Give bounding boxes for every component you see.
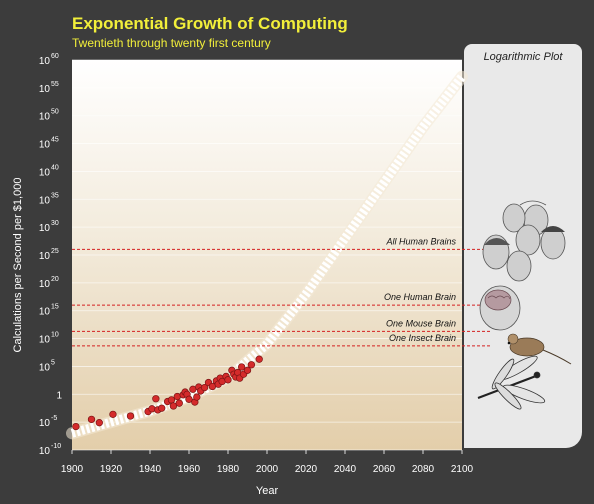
side-panel-title: Logarithmic Plot bbox=[483, 51, 563, 63]
x-tick-label: 1940 bbox=[139, 464, 162, 475]
y-tick-label: 10 bbox=[39, 362, 51, 373]
y-tick-exponent: 40 bbox=[51, 164, 59, 171]
data-point bbox=[109, 410, 117, 418]
y-tick-exponent: 35 bbox=[51, 192, 59, 199]
data-point bbox=[72, 422, 80, 431]
x-tick-label: 1960 bbox=[178, 464, 201, 475]
y-axis-label: Calculations per Second per $1,000 bbox=[12, 178, 24, 353]
y-tick-exponent: -10 bbox=[51, 443, 61, 450]
data-point bbox=[175, 399, 183, 407]
human-brain-icon bbox=[479, 285, 521, 331]
y-tick-label: 10 bbox=[39, 167, 51, 178]
data-point bbox=[169, 402, 178, 410]
y-tick-label: 10 bbox=[39, 112, 51, 123]
y-tick-exponent: 10 bbox=[51, 332, 59, 339]
x-tick-label: 2060 bbox=[373, 464, 396, 475]
y-tick-label: 10 bbox=[39, 307, 51, 318]
x-tick-label: 1900 bbox=[61, 464, 84, 475]
y-tick-label: 10 bbox=[39, 335, 51, 346]
y-tick-exponent: 30 bbox=[51, 220, 59, 227]
data-point bbox=[167, 396, 176, 404]
y-tick-label: 10 bbox=[39, 56, 51, 67]
y-tick-label: 10 bbox=[39, 223, 51, 234]
chart-title: Exponential Growth of Computing bbox=[72, 14, 348, 33]
y-tick-exponent: 5 bbox=[51, 359, 55, 366]
brain-illustrations bbox=[477, 200, 572, 410]
y-tick-exponent: 55 bbox=[51, 81, 59, 88]
y-tick-exponent: -5 bbox=[51, 415, 57, 422]
y-tick-exponent: 60 bbox=[51, 53, 59, 60]
human-heads-icon bbox=[482, 200, 566, 282]
x-axis-label: Year bbox=[256, 485, 279, 497]
reference-line-label: One Mouse Brain bbox=[386, 318, 456, 328]
data-points bbox=[72, 355, 263, 431]
x-tick-label: 2000 bbox=[256, 464, 279, 475]
y-tick-exponent: 25 bbox=[51, 248, 59, 255]
y-tick-exponent: 50 bbox=[51, 109, 59, 116]
y-tick-label: 10 bbox=[39, 195, 51, 206]
x-tick-label: 2080 bbox=[412, 464, 435, 475]
y-tick-label: 1 bbox=[56, 390, 62, 401]
grid bbox=[72, 59, 462, 451]
y-tick-label: 10 bbox=[39, 418, 51, 429]
data-point bbox=[200, 383, 209, 392]
x-tick-label: 1980 bbox=[217, 464, 240, 475]
y-tick-label: 10 bbox=[39, 279, 51, 290]
y-tick-exponent: 20 bbox=[51, 276, 59, 283]
reference-line-label: One Human Brain bbox=[384, 292, 456, 302]
data-point bbox=[185, 395, 193, 403]
data-point bbox=[247, 361, 256, 369]
x-tick-label: 2100 bbox=[451, 464, 474, 475]
x-tick-label: 1920 bbox=[100, 464, 123, 475]
reference-lines: All Human Brains One Human Brain One Mouse… bbox=[72, 236, 490, 347]
data-point bbox=[193, 393, 201, 401]
chart-subtitle: Twentieth through twenty first century bbox=[72, 36, 271, 50]
data-point bbox=[158, 404, 166, 412]
reference-line-label: One Insect Brain bbox=[389, 333, 456, 343]
data-point bbox=[126, 412, 135, 420]
reference-line-label: All Human Brains bbox=[385, 236, 456, 246]
dragonfly-icon bbox=[477, 355, 546, 410]
data-point bbox=[243, 366, 252, 374]
mouse-icon bbox=[507, 333, 572, 365]
y-tick-label: 10 bbox=[39, 140, 51, 151]
data-point bbox=[152, 395, 160, 403]
y-tick-exponent: 45 bbox=[51, 137, 59, 144]
y-tick-label: 10 bbox=[39, 251, 51, 262]
x-tick-label: 2040 bbox=[334, 464, 357, 475]
data-point bbox=[95, 419, 103, 427]
y-tick-label: 10 bbox=[39, 446, 51, 457]
y-tick-exponent: 15 bbox=[51, 304, 59, 311]
data-point bbox=[237, 363, 246, 371]
data-point bbox=[224, 376, 232, 384]
y-tick-label: 10 bbox=[39, 84, 51, 95]
data-point bbox=[255, 355, 263, 363]
data-point bbox=[148, 405, 156, 413]
data-point bbox=[87, 415, 96, 424]
x-tick-label: 2020 bbox=[295, 464, 318, 475]
